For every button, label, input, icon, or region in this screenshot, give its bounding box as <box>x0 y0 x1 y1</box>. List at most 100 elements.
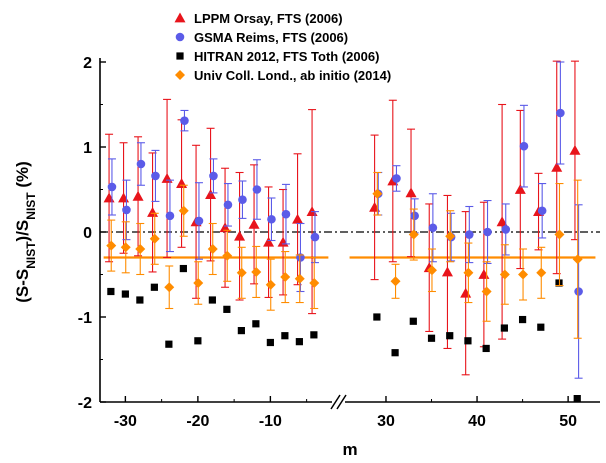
data-point <box>554 229 565 240</box>
x-tick-label: 30 <box>377 413 395 430</box>
axis-break-mark <box>336 394 347 410</box>
axis-break-mark <box>330 394 341 410</box>
data-point <box>445 231 456 242</box>
data-point <box>237 327 245 335</box>
x-tick-label: 50 <box>559 413 577 430</box>
data-point <box>310 232 320 242</box>
data-point <box>147 206 159 217</box>
legend-label: LPPM Orsay, FTS (2006) <box>194 11 343 26</box>
data-point <box>277 236 289 247</box>
data-point <box>446 332 454 340</box>
data-point <box>165 211 175 221</box>
data-point <box>107 182 117 192</box>
y-axis-title-part: )/S <box>13 220 32 242</box>
data-point <box>135 244 146 254</box>
data-point <box>281 209 291 219</box>
x-tick-label: -30 <box>114 413 137 430</box>
data-point <box>518 269 529 280</box>
data-point <box>280 272 291 283</box>
legend-label: GSMA Reims, FTS (2006) <box>194 30 348 45</box>
y-tick-label: 1 <box>83 140 92 157</box>
data-point <box>496 216 508 227</box>
data-point <box>267 214 276 224</box>
data-point <box>519 141 529 151</box>
data-point <box>556 108 565 118</box>
x-tick-label: -20 <box>186 413 209 430</box>
legend: LPPM Orsay, FTS (2006) GSMA Reims, FTS (2… <box>174 11 391 83</box>
data-point <box>136 159 146 169</box>
data-point <box>465 230 474 239</box>
y-axis-title-part: (%) <box>13 161 32 192</box>
data-point <box>427 334 436 342</box>
data-point <box>180 116 189 125</box>
data-point <box>136 296 144 304</box>
data-point <box>292 213 304 224</box>
data-point <box>248 218 260 229</box>
data-point <box>481 286 492 297</box>
legend-marker <box>175 32 185 42</box>
data-point <box>251 266 262 277</box>
x-tick-label: 40 <box>468 413 486 430</box>
data-point <box>207 244 218 254</box>
series-square <box>107 264 581 403</box>
data-point <box>464 337 472 345</box>
data-point <box>205 189 217 199</box>
data-point <box>103 192 115 203</box>
data-point <box>252 320 260 328</box>
x-tick-label: -10 <box>259 413 282 430</box>
data-point <box>536 267 547 278</box>
data-point <box>179 264 187 273</box>
data-point <box>426 265 437 276</box>
y-axis-title-subscript: NIST <box>24 192 38 220</box>
data-point <box>149 233 160 244</box>
data-point <box>460 287 472 298</box>
data-point <box>223 305 231 313</box>
data-point <box>478 269 490 279</box>
y-axis-title: (S-SNIST)/SNIST (%) <box>13 161 38 303</box>
y-tick-label: 0 <box>83 225 92 242</box>
series-triangle <box>103 60 581 376</box>
data-point <box>281 332 289 340</box>
data-point <box>120 242 131 253</box>
data-point <box>574 287 583 296</box>
data-point <box>121 290 129 298</box>
legend-label: Univ Coll. Lond., ab initio (2014) <box>194 68 391 83</box>
legend-marker <box>175 70 185 80</box>
data-point <box>209 171 218 181</box>
legend-label: HITRAN 2012, FTS Toth (2006) <box>194 49 379 64</box>
data-point <box>518 315 527 324</box>
data-point <box>373 313 381 321</box>
data-point <box>408 229 419 240</box>
series-circle <box>107 61 583 379</box>
data-point <box>295 338 303 346</box>
data-point <box>372 188 383 199</box>
data-point <box>263 236 275 247</box>
data-point <box>178 205 189 216</box>
data-point <box>405 187 417 198</box>
y-tick-label: -2 <box>78 395 92 412</box>
y-tick-label: -1 <box>78 310 92 327</box>
data-point <box>106 240 117 251</box>
x-axis-title: m <box>342 440 357 459</box>
data-point <box>392 174 401 183</box>
legend-entry: HITRAN 2012, FTS Toth (2006) <box>176 49 379 64</box>
data-point <box>409 317 417 325</box>
data-point <box>483 227 492 237</box>
data-point <box>309 278 320 288</box>
data-point <box>219 222 231 233</box>
data-point <box>499 269 510 280</box>
legend-marker <box>176 52 184 60</box>
legend-entry: Univ Coll. Lond., ab initio (2014) <box>175 68 391 83</box>
data-point <box>151 171 160 181</box>
data-point <box>294 273 305 284</box>
data-point <box>441 266 453 277</box>
data-point <box>410 211 419 221</box>
data-point <box>132 190 144 201</box>
y-tick-label: 2 <box>83 55 92 72</box>
data-point <box>193 278 204 288</box>
legend-entry: GSMA Reims, FTS (2006) <box>175 30 348 45</box>
data-point <box>391 349 399 357</box>
data-point <box>234 230 246 241</box>
data-point <box>238 195 247 204</box>
